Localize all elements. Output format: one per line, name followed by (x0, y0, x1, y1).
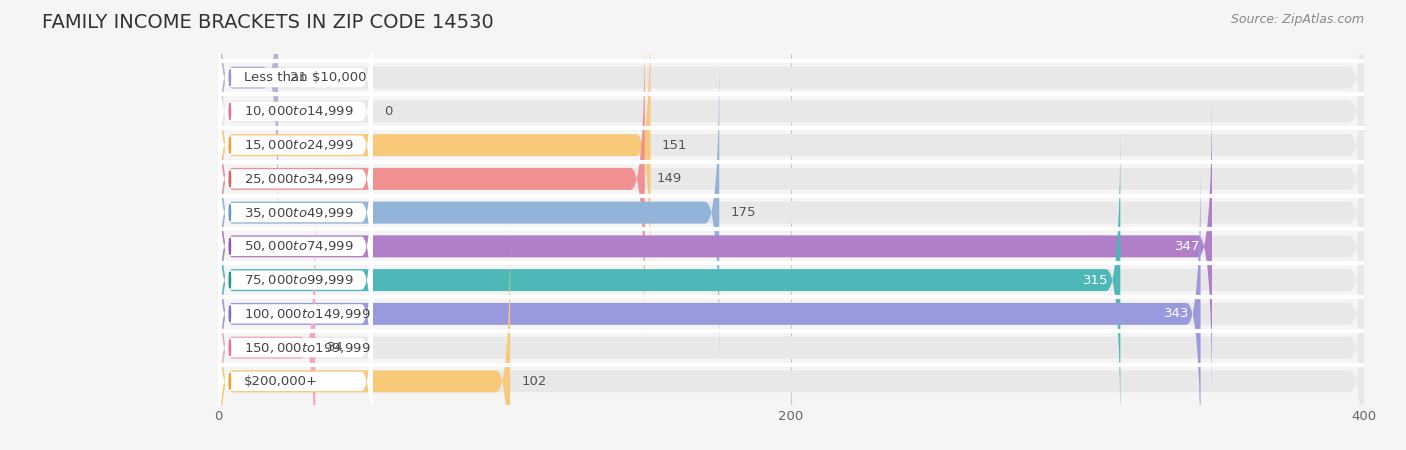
FancyBboxPatch shape (218, 224, 1364, 450)
FancyBboxPatch shape (218, 21, 1364, 337)
Text: $100,000 to $149,999: $100,000 to $149,999 (243, 307, 370, 321)
FancyBboxPatch shape (218, 21, 645, 337)
Text: 149: 149 (657, 172, 682, 185)
Text: 347: 347 (1175, 240, 1201, 253)
Text: 343: 343 (1164, 307, 1189, 320)
Text: $35,000 to $49,999: $35,000 to $49,999 (243, 206, 353, 220)
FancyBboxPatch shape (218, 122, 1121, 438)
FancyBboxPatch shape (218, 190, 1364, 450)
FancyBboxPatch shape (218, 0, 373, 203)
FancyBboxPatch shape (218, 20, 373, 270)
Text: 175: 175 (731, 206, 756, 219)
Text: 34: 34 (326, 341, 343, 354)
Text: FAMILY INCOME BRACKETS IN ZIP CODE 14530: FAMILY INCOME BRACKETS IN ZIP CODE 14530 (42, 14, 494, 32)
Text: $200,000+: $200,000+ (243, 375, 318, 388)
FancyBboxPatch shape (218, 122, 1364, 438)
Text: $15,000 to $24,999: $15,000 to $24,999 (243, 138, 353, 152)
FancyBboxPatch shape (218, 0, 1364, 303)
FancyBboxPatch shape (218, 0, 1364, 269)
Text: 102: 102 (522, 375, 547, 388)
FancyBboxPatch shape (218, 189, 373, 439)
FancyBboxPatch shape (218, 0, 373, 237)
Text: 151: 151 (662, 139, 688, 152)
FancyBboxPatch shape (218, 55, 1364, 370)
FancyBboxPatch shape (218, 89, 1364, 404)
Text: $50,000 to $74,999: $50,000 to $74,999 (243, 239, 353, 253)
Text: 0: 0 (384, 105, 392, 118)
FancyBboxPatch shape (218, 156, 1201, 450)
Text: 21: 21 (290, 71, 307, 84)
Text: Source: ZipAtlas.com: Source: ZipAtlas.com (1230, 14, 1364, 27)
Text: $75,000 to $99,999: $75,000 to $99,999 (243, 273, 353, 287)
Text: Less than $10,000: Less than $10,000 (243, 71, 366, 84)
FancyBboxPatch shape (218, 222, 373, 450)
Text: $150,000 to $199,999: $150,000 to $199,999 (243, 341, 370, 355)
FancyBboxPatch shape (218, 190, 315, 450)
FancyBboxPatch shape (218, 87, 373, 338)
Text: $10,000 to $14,999: $10,000 to $14,999 (243, 104, 353, 118)
FancyBboxPatch shape (218, 121, 373, 372)
Text: $25,000 to $34,999: $25,000 to $34,999 (243, 172, 353, 186)
FancyBboxPatch shape (218, 155, 373, 405)
Text: 315: 315 (1084, 274, 1109, 287)
FancyBboxPatch shape (218, 156, 1364, 450)
FancyBboxPatch shape (218, 224, 510, 450)
FancyBboxPatch shape (218, 0, 651, 303)
FancyBboxPatch shape (218, 256, 373, 450)
FancyBboxPatch shape (218, 0, 1364, 235)
FancyBboxPatch shape (218, 54, 373, 304)
FancyBboxPatch shape (218, 89, 1212, 404)
FancyBboxPatch shape (218, 55, 720, 370)
FancyBboxPatch shape (218, 0, 278, 235)
